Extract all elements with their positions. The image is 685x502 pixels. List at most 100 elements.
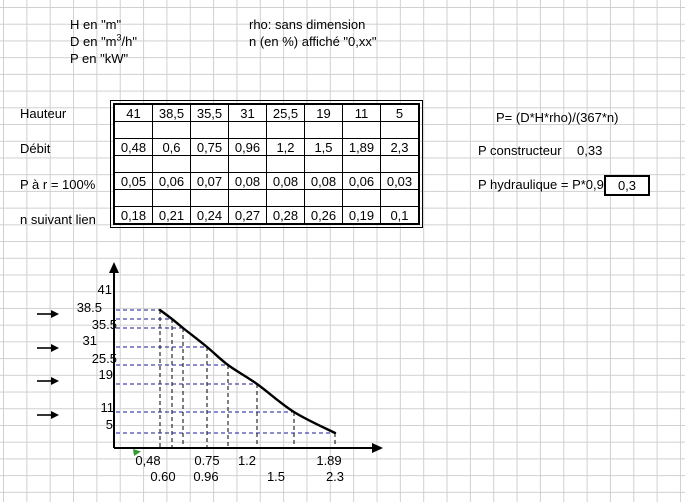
table-cell[interactable]: 0,19 [342, 206, 381, 224]
table-cell[interactable]: 0,75 [190, 138, 229, 156]
row-label-hauteur: Hauteur [20, 106, 67, 121]
table-cell[interactable] [266, 189, 305, 207]
table-spacer-row [114, 155, 419, 173]
unit-note-d-suffix: /h" [121, 34, 137, 49]
table-cell[interactable]: 2,3 [380, 138, 419, 156]
x-tick-label: 0.96 [193, 469, 219, 484]
table-spacer-row [114, 121, 419, 139]
table-cell[interactable]: 0,05 [114, 172, 153, 190]
table-cell[interactable] [190, 189, 229, 207]
table-cell[interactable] [380, 155, 419, 173]
table-cell[interactable]: 0,6 [152, 138, 191, 156]
table-cell[interactable]: 1,2 [266, 138, 305, 156]
table-cell[interactable]: 0,08 [266, 172, 305, 190]
table-cell[interactable] [114, 189, 153, 207]
n-format-note: n (en %) affiché "0,xx" [249, 34, 377, 49]
table-cell[interactable] [380, 189, 419, 207]
table-cell[interactable]: 0,28 [266, 206, 305, 224]
table-cell[interactable] [380, 121, 419, 139]
table-cell[interactable]: 0,26 [304, 206, 343, 224]
pump-curve [158, 308, 337, 435]
row-label-p: P à r = 100% [20, 177, 96, 192]
table-cell[interactable] [304, 189, 343, 207]
y-tick-label: 5 [105, 417, 113, 432]
y-tick-label: 41 [97, 282, 112, 297]
x-tick-label: 2.3 [325, 469, 345, 484]
table-cell[interactable]: 41 [114, 104, 153, 122]
table-cell[interactable] [266, 121, 305, 139]
table-cell[interactable] [190, 155, 229, 173]
table-cell[interactable] [228, 121, 267, 139]
y-axis-arrow-icon [109, 262, 119, 273]
x-tick-label: 0.60 [150, 469, 176, 484]
hydraulic-value-cell[interactable]: 0,3 [604, 175, 650, 196]
table-cell[interactable] [342, 189, 381, 207]
row-label-debit: Débit [20, 141, 51, 156]
table-cell[interactable]: 0,48 [114, 138, 153, 156]
table-cell[interactable] [266, 155, 305, 173]
table-cell[interactable]: 11 [342, 104, 381, 122]
table-cell[interactable] [228, 189, 267, 207]
unit-note-d: D en "m3/h" [70, 32, 137, 49]
data-table: 41 38,5 35,5 31 25,5 19 11 5 0,48 0,6 0,75 0,96 1,2 1… [110, 100, 423, 228]
y-tick-label: 11 [100, 400, 115, 415]
table-cell[interactable] [152, 189, 191, 207]
x-tick-label: 1.5 [266, 469, 286, 484]
table-cell[interactable] [228, 155, 267, 173]
power-formula: P= (D*H*rho)/(367*n) [496, 110, 619, 125]
table-cell[interactable]: 5 [380, 104, 419, 122]
table-cell[interactable]: 0,27 [228, 206, 267, 224]
table-cell[interactable]: 0,24 [190, 206, 229, 224]
table-cell[interactable]: 0,08 [304, 172, 343, 190]
x-axis-arrow-icon [372, 443, 383, 453]
table-cell[interactable]: 35,5 [190, 104, 229, 122]
table-cell[interactable] [304, 155, 343, 173]
table-cell[interactable]: 0,96 [228, 138, 267, 156]
table-cell[interactable]: 19 [304, 104, 343, 122]
table-cell[interactable] [152, 121, 191, 139]
left-arrow-head-icon [51, 411, 59, 419]
table-cell[interactable]: 38,5 [152, 104, 191, 122]
table-cell[interactable] [152, 155, 191, 173]
table-cell[interactable]: 0,08 [228, 172, 267, 190]
x-tick-label: 1.2 [237, 453, 257, 468]
y-tick-label: 38.5 [76, 300, 102, 315]
table-cell[interactable] [342, 121, 381, 139]
table-cell[interactable]: 0,1 [380, 206, 419, 224]
row-label-n: n suivant lien [20, 212, 96, 227]
unit-note-d-prefix: D en "m [70, 34, 117, 49]
table-cell[interactable]: 0,18 [114, 206, 153, 224]
table-cell[interactable] [114, 121, 153, 139]
table-cell[interactable]: 1,5 [304, 138, 343, 156]
unit-note-d-exponent: 3 [116, 32, 122, 43]
table-cell[interactable]: 31 [228, 104, 267, 122]
table-cell[interactable] [342, 155, 381, 173]
unit-note-p: P en "kW" [70, 51, 129, 66]
constructor-value: 0,33 [577, 143, 603, 158]
table-cell[interactable]: 1,89 [342, 138, 381, 156]
y-tick-label: 31 [82, 333, 97, 348]
constructor-label: P constructeur [478, 143, 562, 158]
x-tick-label: 0,48 [135, 453, 161, 468]
table-cell[interactable]: 0,06 [152, 172, 191, 190]
table-row: 0,18 0,21 0,24 0,27 0,28 0,26 0,19 0,1 [114, 206, 419, 224]
table-cell[interactable] [304, 121, 343, 139]
table-row: 0,48 0,6 0,75 0,96 1,2 1,5 1,89 2,3 [114, 138, 419, 156]
unit-note-h: H en "m" [70, 17, 122, 32]
table-cell[interactable]: 0,03 [380, 172, 419, 190]
table-cell[interactable] [190, 121, 229, 139]
x-tick-label: 0.75 [194, 453, 220, 468]
table-cell[interactable]: 25,5 [266, 104, 305, 122]
table-cell[interactable]: 0,06 [342, 172, 381, 190]
y-tick-label: 35.5 [91, 317, 117, 332]
table-row: 41 38,5 35,5 31 25,5 19 11 5 [114, 104, 419, 122]
table-spacer-row [114, 189, 419, 207]
table-cell[interactable]: 0,07 [190, 172, 229, 190]
table-cell[interactable]: 0,21 [152, 206, 191, 224]
y-tick-label: 19 [98, 367, 113, 382]
rho-note: rho: sans dimension [249, 17, 366, 32]
table-cell[interactable] [114, 155, 153, 173]
y-tick-label: 25.5 [91, 351, 117, 366]
hydraulic-label: P hydraulique = P*0,9 [478, 177, 604, 192]
